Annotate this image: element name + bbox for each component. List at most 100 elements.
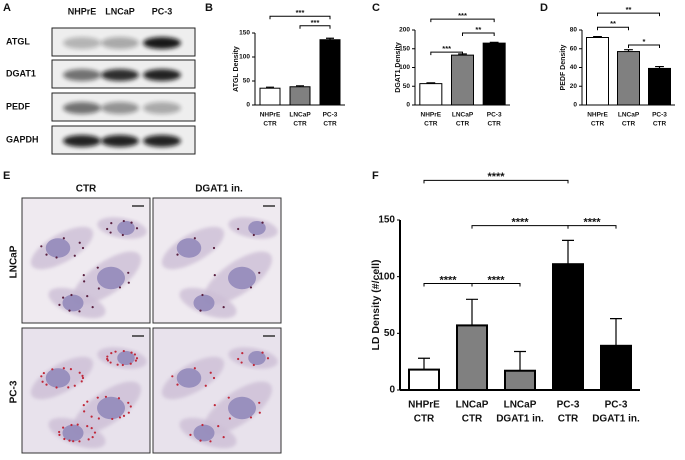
- y-tick-label: 200: [399, 27, 410, 34]
- lipid-droplet: [122, 349, 125, 353]
- lipid-droplet: [129, 362, 132, 365]
- lipid-droplet: [127, 401, 130, 404]
- x-tick-label: CTR: [323, 121, 337, 128]
- lipid-droplet: [90, 427, 93, 430]
- x-tick-label: CTR: [591, 121, 605, 128]
- lipid-droplet: [193, 367, 196, 370]
- lipid-droplet: [97, 417, 100, 420]
- lipid-droplet: [110, 222, 113, 225]
- lipid-droplet: [45, 253, 48, 256]
- error-bar: [266, 86, 274, 89]
- lipid-droplet: [96, 266, 99, 269]
- lipid-droplet: [117, 397, 121, 400]
- x-tick-label: CTR: [263, 121, 277, 128]
- x-tick-label: NHPrE: [408, 400, 440, 411]
- lipid-droplet: [78, 241, 81, 244]
- significance-label: **: [610, 19, 616, 28]
- lipid-droplet: [121, 233, 124, 237]
- lipid-droplet: [199, 439, 202, 442]
- significance-bracket: [597, 12, 660, 17]
- x-tick-label: CTR: [558, 414, 579, 425]
- lipid-droplet: [129, 405, 132, 408]
- x-tick-label: PC-3: [487, 111, 502, 118]
- lipid-droplet: [81, 376, 85, 380]
- lipid-droplet: [86, 424, 89, 428]
- panel-letter: C: [372, 2, 380, 14]
- x-tick-label: LNCaP: [452, 111, 474, 118]
- lipid-droplet: [176, 383, 179, 386]
- x-tick-label: CTR: [462, 414, 483, 425]
- micrograph-row-label: LNCaP: [9, 245, 20, 278]
- lipid-droplet: [228, 417, 231, 420]
- x-tick-label: CTR: [653, 121, 667, 128]
- x-tick-label: CTR: [414, 414, 435, 425]
- y-tick-label: 0: [573, 102, 577, 109]
- nucleus: [248, 351, 266, 365]
- x-tick-label: PC-3: [323, 111, 338, 118]
- lipid-droplet: [67, 386, 70, 389]
- lipid-droplet: [261, 351, 264, 354]
- lipid-droplet: [58, 430, 61, 434]
- lipid-droplet: [62, 426, 65, 429]
- y-tick-label: 80: [570, 27, 578, 34]
- y-tick-label: 0: [406, 102, 410, 109]
- error-bar: [655, 65, 664, 69]
- blot-row-label: GAPDH: [6, 134, 39, 144]
- bar: [456, 324, 488, 391]
- lipid-droplet: [68, 439, 71, 442]
- lipid-droplet: [83, 410, 86, 413]
- lipid-droplet: [45, 383, 48, 386]
- lipid-droplet: [266, 357, 270, 360]
- bar: [617, 51, 640, 106]
- y-axis-label: DGAT1 Density: [395, 42, 402, 93]
- significance-label: ***: [458, 11, 467, 20]
- x-tick-label: NHPrE: [260, 111, 281, 118]
- y-tick-label: 40: [570, 64, 578, 71]
- lipid-droplet: [118, 416, 122, 419]
- blot-band: [63, 102, 101, 114]
- error-bar: [489, 41, 499, 44]
- lipid-droplet: [127, 271, 130, 274]
- micrograph-column-label: CTR: [76, 184, 97, 195]
- significance-bracket: [430, 51, 463, 56]
- lipid-droplet: [72, 440, 75, 443]
- lipid-droplet: [70, 293, 73, 297]
- lipid-droplet: [134, 359, 138, 362]
- lipid-droplet: [127, 411, 130, 414]
- significance-bracket: [567, 225, 617, 229]
- x-tick-label: NHPrE: [587, 111, 608, 118]
- lipid-droplet: [86, 294, 89, 298]
- y-tick-label: 50: [403, 83, 411, 90]
- nucleus: [228, 396, 256, 420]
- y-tick-label: 100: [239, 54, 250, 61]
- lipid-droplet: [199, 309, 202, 312]
- lipid-droplet: [227, 396, 230, 399]
- lipid-droplet: [83, 280, 86, 283]
- lipid-droplet: [212, 376, 216, 380]
- x-tick-label: LNCaP: [456, 400, 489, 411]
- lipid-droplet: [114, 350, 117, 353]
- nucleus: [97, 266, 125, 290]
- significance-label: ***: [296, 8, 305, 17]
- lipid-droplet: [97, 287, 100, 290]
- lipid-droplet: [135, 227, 139, 230]
- panel-letter: F: [372, 170, 379, 182]
- significance-label: **: [475, 25, 481, 34]
- error-bar: [593, 35, 602, 38]
- nucleus: [45, 368, 71, 388]
- lipid-droplet: [222, 436, 225, 439]
- lipid-droplet: [82, 274, 85, 277]
- lipid-droplet: [73, 254, 76, 257]
- nucleus: [193, 294, 215, 312]
- lipid-droplet: [209, 440, 212, 443]
- x-tick-label: CTR: [487, 121, 501, 128]
- significance-label: ****: [487, 171, 505, 183]
- lipid-droplet: [122, 219, 125, 223]
- lipid-droplet: [130, 221, 133, 224]
- blot-band: [101, 102, 139, 114]
- significance-label: ***: [311, 18, 320, 27]
- lipid-droplet: [78, 440, 81, 443]
- lipid-droplet: [240, 361, 243, 364]
- lipid-droplet: [90, 415, 93, 418]
